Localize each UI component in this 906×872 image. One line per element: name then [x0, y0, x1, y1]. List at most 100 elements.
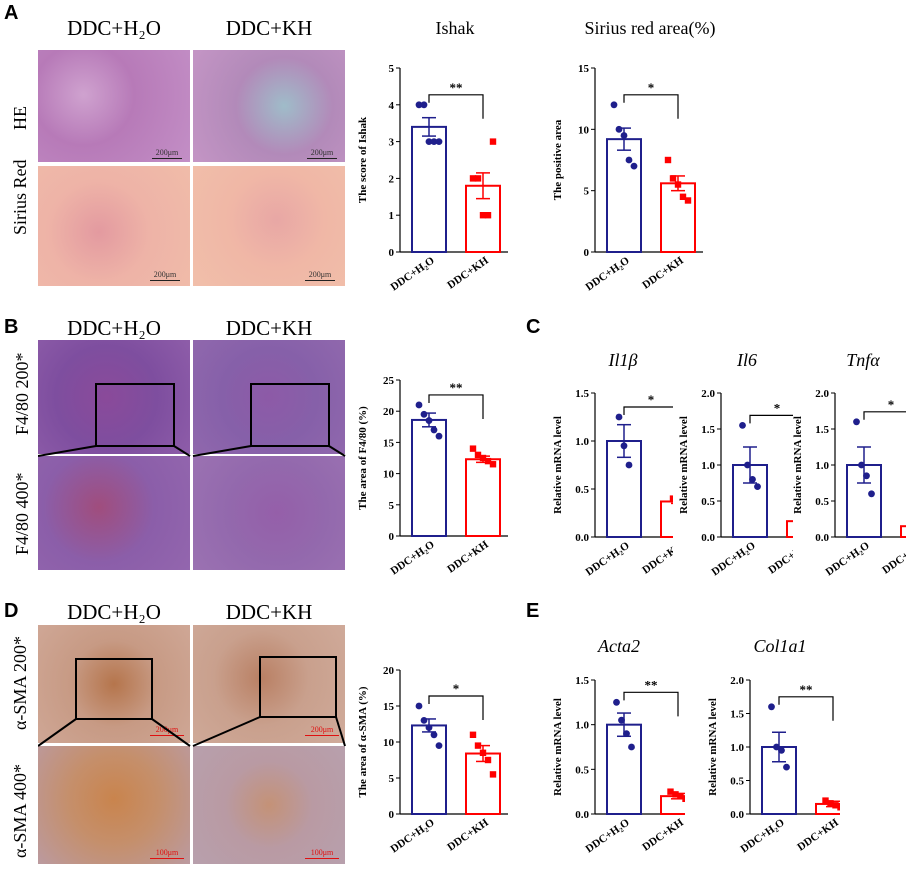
scalebar-label: 100μm — [305, 848, 339, 859]
y-axis-label: Relative mRNA level — [552, 416, 564, 514]
panel-a-row-label-he: HE — [10, 106, 30, 130]
chart-title-sirius: Sirius red area(%) — [584, 18, 716, 38]
panel-label-e: E — [526, 600, 540, 622]
y-tick-label: 0.5 — [815, 496, 829, 508]
data-point — [615, 413, 623, 421]
data-point — [420, 410, 428, 418]
x-tick-label: DDC+H₂O — [709, 539, 758, 578]
bar — [411, 125, 447, 253]
bar — [606, 138, 642, 253]
significance-label: ** — [645, 677, 658, 692]
data-point — [415, 401, 423, 409]
significance-label: ** — [800, 682, 813, 697]
x-tick-label: DDC+KH — [880, 539, 906, 576]
chart-ishak: The score of Ishak 0 1 2 3 4 5 DDC+H₂O DDC+KH ** — [357, 63, 508, 293]
bar — [465, 458, 501, 537]
significance-label: * — [648, 392, 655, 407]
data-point — [744, 461, 751, 469]
significance-bracket — [623, 691, 679, 717]
chart-asma: The area of α-SMA (%) 0 5 10 15 20 DDC+H₂O DDC+… — [357, 665, 508, 855]
y-tick-label: 2.0 — [701, 388, 715, 400]
chart-title-ishak: Ishak — [435, 18, 475, 38]
data-point — [625, 461, 633, 469]
data-point — [484, 756, 492, 764]
data-point — [768, 703, 775, 711]
significance-label: * — [888, 397, 895, 412]
data-point — [613, 698, 620, 706]
bar — [660, 182, 696, 253]
significance-bracket — [428, 695, 484, 720]
chart-title-col1a1: Col1a1 — [753, 636, 807, 656]
data-point — [415, 101, 423, 109]
data-point — [684, 197, 692, 204]
chart-tnfa: Relative mRNA level 0.0 0.5 1.0 1.5 2.0 DDC+H₂… — [792, 388, 906, 578]
y-tick-label: 0 — [389, 247, 395, 259]
x-tick-label: DDC+H₂O — [823, 539, 872, 578]
scalebar-label: 200μm — [305, 270, 335, 281]
data-point — [430, 731, 438, 739]
bar — [660, 500, 673, 539]
chart-acta2: Relative mRNA level 0.0 0.5 1.0 1.5 DDC+H₂O DD… — [552, 675, 685, 855]
y-tick-label: 3 — [389, 137, 395, 149]
data-point — [615, 125, 623, 133]
significance-label: ** — [450, 380, 463, 395]
x-tick-label: DDC+KH — [445, 538, 491, 575]
data-point — [682, 795, 685, 803]
data-point — [435, 138, 443, 145]
y-axis-label: Relative mRNA level — [707, 698, 719, 796]
x-tick-label: DDC+KH — [445, 816, 491, 853]
data-point — [669, 495, 673, 502]
x-tick-label: DDC+H₂O — [583, 539, 632, 578]
scalebar-label: 200μm — [152, 148, 182, 159]
chart-sirius: The positive area 0 5 10 15 DDC+H₂O DDC+KH * — [552, 63, 703, 293]
x-tick-label: DDC+KH — [795, 816, 840, 853]
panel-b-row-label-200: F4/80 200* — [12, 352, 32, 435]
y-axis-label: Relative mRNA level — [552, 698, 564, 796]
x-tick-label: DDC+KH — [640, 254, 686, 291]
data-point — [664, 156, 672, 164]
y-axis-label: The area of α-SMA (%) — [357, 686, 369, 797]
data-point — [474, 742, 482, 749]
y-tick-label: 1.0 — [701, 460, 715, 472]
panel-label-a: A — [4, 2, 19, 24]
y-tick-label: 0.0 — [730, 809, 744, 821]
he-image-h2o: 200μm — [38, 50, 190, 162]
data-point — [430, 138, 438, 145]
asma-200-image-kh: 200μm — [193, 625, 345, 743]
x-tick-label: DDC+H₂O — [583, 816, 632, 855]
y-tick-label: 15 — [383, 701, 395, 713]
y-tick-label: 2.0 — [815, 388, 829, 400]
zoom-overlay-d — [38, 656, 346, 747]
panel-label-d: D — [4, 600, 19, 622]
y-tick-label: 0.5 — [701, 496, 715, 508]
data-point — [425, 417, 433, 424]
data-point — [435, 432, 443, 440]
sirius-red-image-h2o: 200μm — [38, 166, 190, 286]
significance-bracket — [428, 94, 484, 119]
data-point — [669, 175, 677, 182]
data-point — [469, 731, 477, 738]
panel-d-col-header-kh: DDC+KH — [225, 600, 313, 624]
y-tick-label: 4 — [389, 100, 395, 112]
y-axis-label: Relative mRNA level — [792, 416, 804, 514]
data-point — [868, 490, 875, 498]
scalebar-label: 200μm — [305, 725, 339, 736]
y-tick-label: 1.0 — [730, 742, 744, 754]
y-tick-label: 5 — [389, 63, 395, 75]
significance-bracket — [749, 414, 793, 424]
bar — [465, 752, 501, 815]
data-point — [628, 743, 635, 751]
data-point — [484, 457, 492, 465]
y-tick-label: 0.0 — [575, 809, 589, 821]
data-point — [479, 212, 487, 219]
data-point — [420, 101, 428, 109]
chart-il6: Relative mRNA level 0.0 0.5 1.0 1.5 2.0 DDC+H₂… — [678, 388, 793, 578]
significance-bracket — [623, 406, 673, 415]
significance-label: ** — [450, 80, 463, 95]
y-tick-label: 20 — [383, 406, 395, 418]
data-point — [620, 132, 628, 139]
asma-400-image-h2o: 100μm — [38, 746, 190, 864]
y-tick-label: 5 — [389, 500, 395, 512]
y-tick-label: 1 — [389, 210, 395, 222]
significance-label: * — [648, 80, 655, 95]
